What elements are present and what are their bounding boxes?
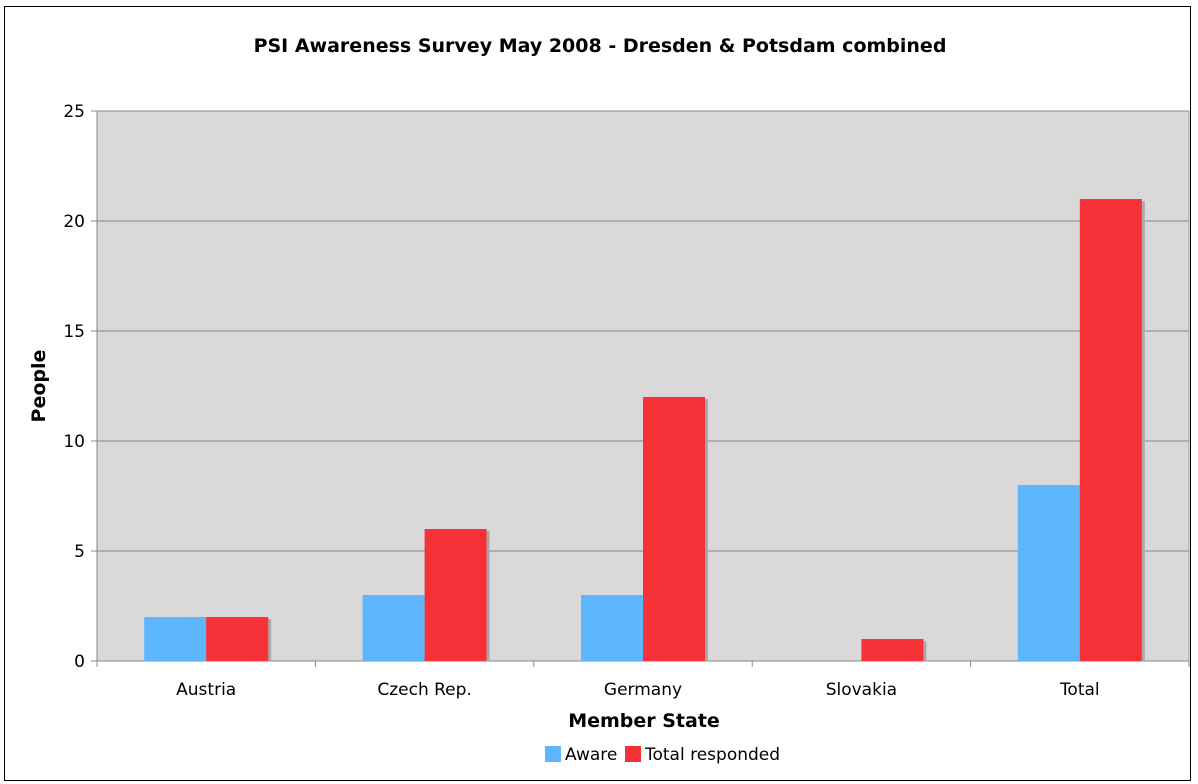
bar-total-responded: [1079, 199, 1142, 661]
x-tick-label: Czech Rep.: [377, 680, 471, 700]
bar-aware: [144, 617, 207, 661]
y-tick-label: 15: [63, 322, 85, 342]
bar-aware: [1017, 485, 1080, 661]
bar-total-responded: [643, 397, 705, 661]
legend: Aware Total responded: [545, 745, 780, 765]
bar-total-responded: [424, 529, 487, 661]
x-axis-title: Member State: [568, 710, 720, 732]
bar-total-responded: [861, 639, 924, 661]
x-tick-label: Total: [1059, 680, 1100, 700]
y-axis: 0 5 10 15 20 25: [63, 102, 98, 672]
y-tick-label: 10: [63, 432, 85, 452]
legend-label: Total responded: [644, 745, 780, 765]
y-tick-label: 5: [74, 542, 85, 562]
legend-swatch: [625, 746, 641, 762]
bar-aware: [581, 595, 643, 661]
legend-label: Aware: [565, 745, 617, 765]
y-tick-label: 0: [74, 652, 85, 672]
y-tick-label: 20: [63, 212, 85, 232]
bars: [144, 199, 1145, 661]
legend-swatch: [545, 746, 561, 762]
x-tick-label: Slovakia: [826, 680, 897, 700]
y-tick-label: 25: [63, 102, 85, 122]
bar-aware: [362, 595, 425, 661]
x-tick-label: Germany: [604, 680, 682, 700]
x-tick-label: Austria: [176, 680, 236, 700]
x-axis: Austria Czech Rep. Germany Slovakia Total: [96, 660, 1190, 700]
y-axis-title: People: [28, 350, 50, 423]
bar-total-responded: [206, 617, 269, 661]
chart-title: PSI Awareness Survey May 2008 - Dresden …: [254, 35, 947, 57]
